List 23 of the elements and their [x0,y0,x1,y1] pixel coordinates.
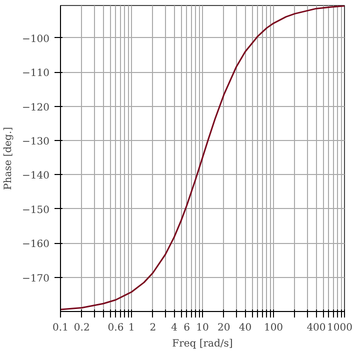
y-tick-label: −170 [22,273,50,284]
x-tick-label: 2 [150,322,156,334]
x-tick-label: 4 [171,322,178,334]
y-tick-label: −150 [22,204,50,216]
y-tick-label: −160 [22,239,50,250]
x-tick-label: 100 [264,322,284,334]
y-tick-label: −130 [22,136,50,148]
x-axis-title: Freq [rad/s] [172,338,233,350]
x-tick-label: 0.1 [52,322,68,334]
y-tick-label: −100 [22,34,50,45]
x-tick-label: 0.2 [74,322,90,334]
x-tick-label: 6 [184,322,190,334]
x-tick-label: 400 [306,322,326,334]
x-tick-label: 1000 [327,322,353,334]
x-tick-label: 0.6 [108,322,124,334]
y-tick-label: −140 [22,170,50,182]
x-tick-label: 1 [128,322,135,334]
y-tick-label: −120 [22,102,50,114]
x-tick-label: 20 [218,322,230,334]
x-tick-label: 10 [196,322,209,334]
y-axis-title: Phase [deg.] [3,126,14,190]
x-tick-label: 40 [238,322,252,334]
y-tick-label: −110 [22,68,50,80]
